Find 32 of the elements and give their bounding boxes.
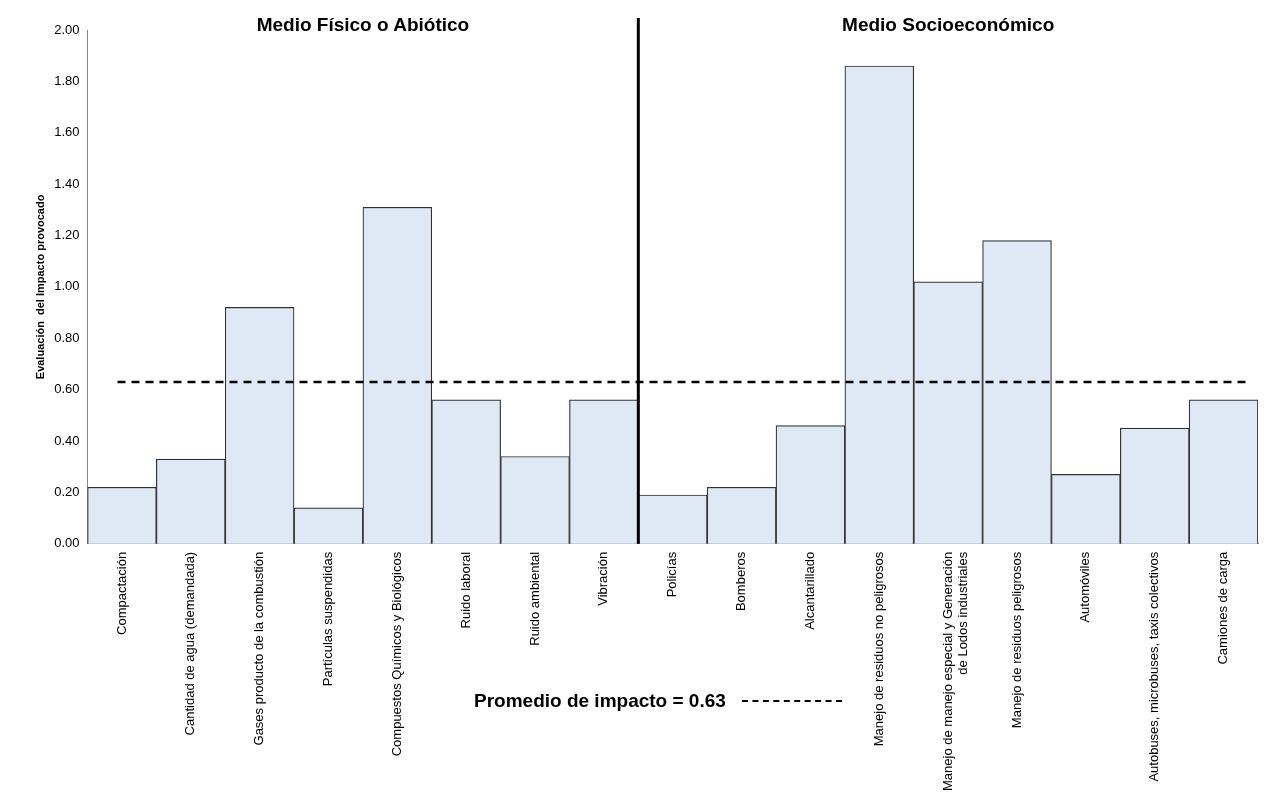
- y-tick-label: 1.80: [54, 72, 80, 88]
- x-tick-label: Policías: [664, 551, 680, 598]
- x-tick-label: Manejo de manejo especial y Generación de Lodos industriales: [939, 551, 971, 791]
- x-tick-label: Gases producto de la combustión: [251, 551, 267, 746]
- y-tick-label: 0.00: [54, 535, 80, 551]
- x-tick-label: Compactación: [113, 551, 129, 635]
- y-tick-label: 0.80: [54, 329, 80, 345]
- x-tick-label: Ruido laboral: [457, 551, 473, 629]
- x-tick-label: Automóviles: [1077, 551, 1093, 623]
- ref-line-label: Promedio de impacto = 0.63: [474, 690, 726, 712]
- x-tick-label: Manejo de residuos no peligrosos: [870, 551, 886, 747]
- annotation: Medio Socioeconómico: [842, 14, 1055, 36]
- x-tick-label: Bomberos: [733, 551, 749, 612]
- y-tick-label: 0.60: [54, 381, 80, 397]
- annotation: Medio Físico o Abiótico: [256, 14, 470, 36]
- y-axis-title: Evaluación del Impacto provocado: [33, 194, 46, 380]
- x-tick-label: Compuestos Químicos y Biológicos: [388, 551, 404, 757]
- y-tick-label: 0.20: [54, 484, 80, 499]
- y-tick-label: 1.00: [54, 278, 80, 294]
- y-tick-label: 1.40: [54, 175, 80, 191]
- x-tick-label: Alcantarillado: [802, 551, 818, 630]
- y-tick-label: 0.40: [54, 432, 80, 448]
- y-tick-label: 1.60: [54, 124, 80, 140]
- x-tick-label: Partículas suspendidas: [320, 551, 336, 687]
- x-tick-label: Autobuses, microbuses, taxis colectivos: [1146, 551, 1162, 782]
- x-tick-label: Vibración: [595, 551, 611, 606]
- x-tick-label: Camiones de carga: [1215, 551, 1231, 665]
- y-tick-label: 2.00: [54, 21, 80, 37]
- y-tick-label: 1.20: [54, 227, 80, 243]
- x-tick-label: Ruido ambiental: [526, 551, 542, 646]
- x-tick-label: Cantidad de agua (demandada): [182, 551, 198, 736]
- x-tick-label: Manejo de residuos peligrosos: [1008, 551, 1024, 729]
